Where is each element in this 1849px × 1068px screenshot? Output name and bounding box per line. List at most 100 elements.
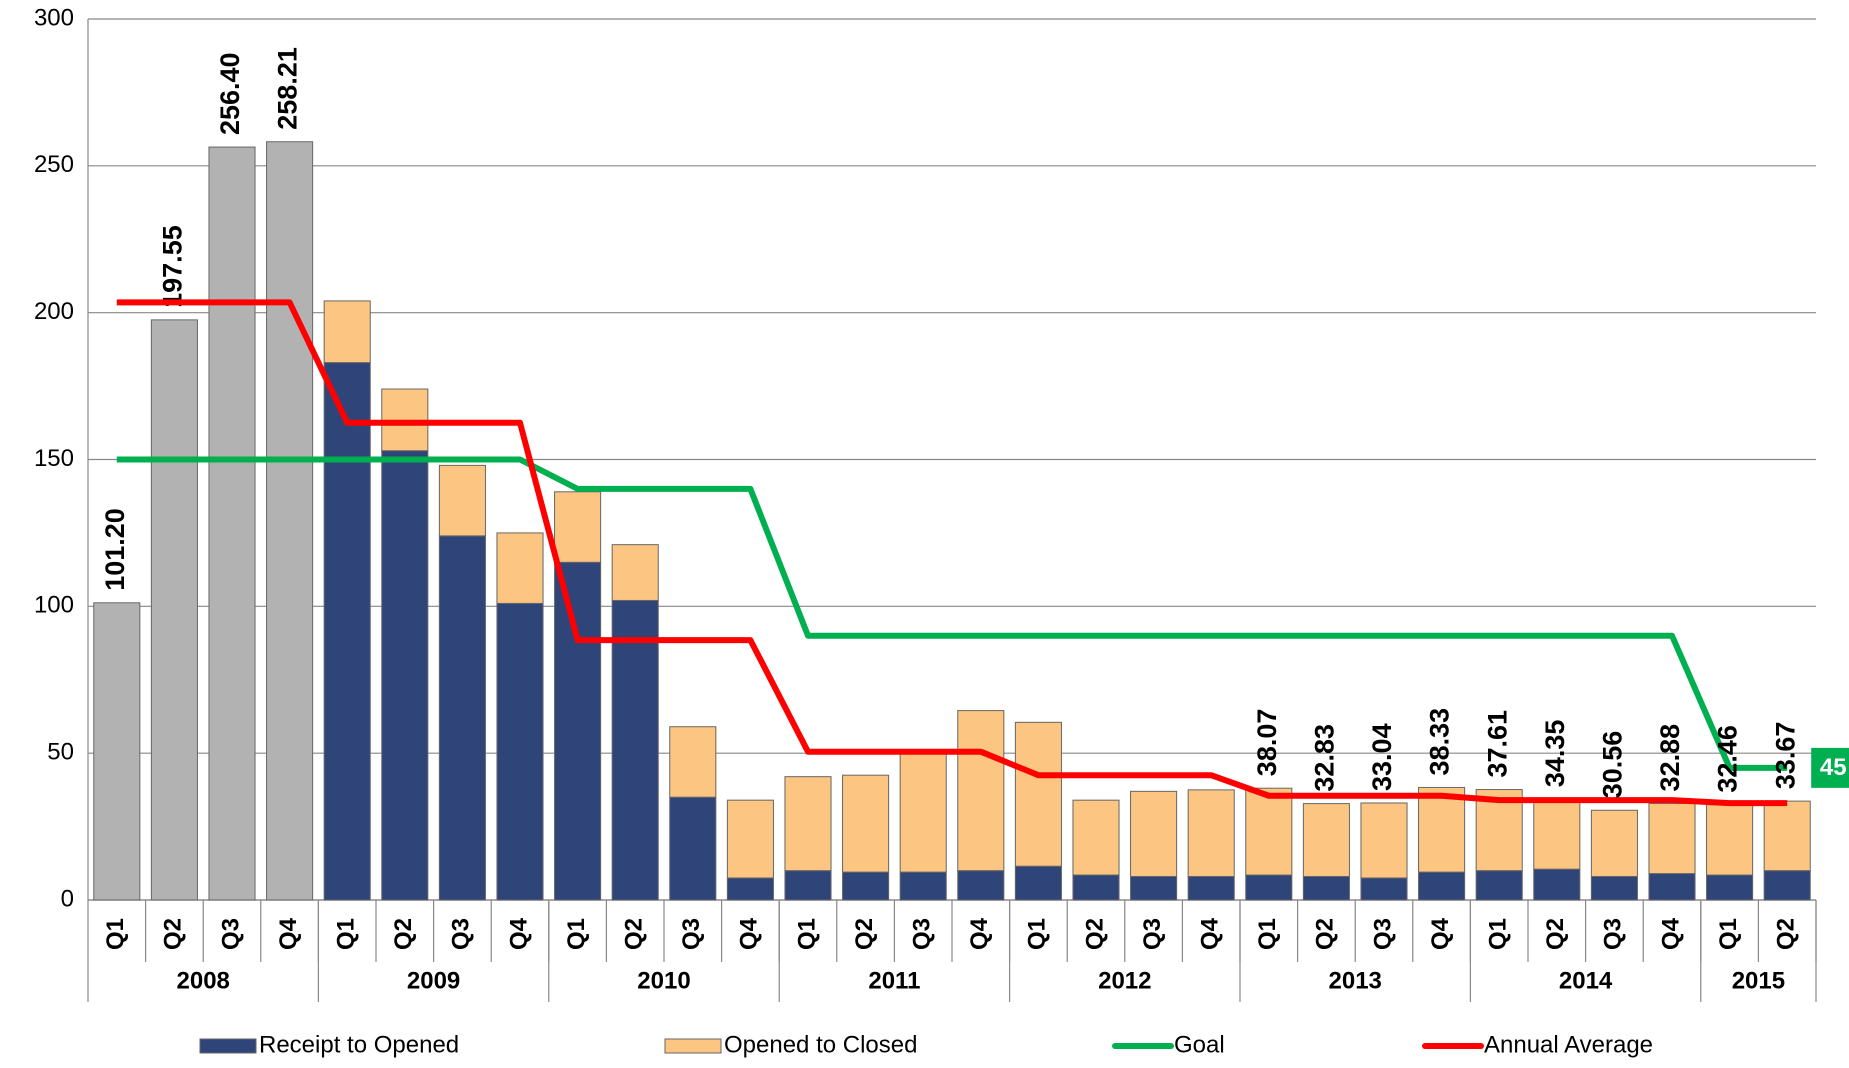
year-label: 2011 xyxy=(868,967,920,994)
total-label: 38.33 xyxy=(1425,708,1455,776)
bar xyxy=(842,871,890,901)
legend-label: Opened to Closed xyxy=(724,1031,917,1058)
bar xyxy=(784,776,832,872)
x-tick-label: Q4 xyxy=(1657,917,1684,950)
x-tick-label: Q4 xyxy=(966,917,993,950)
year-label: 2012 xyxy=(1098,967,1151,994)
x-tick-label: Q3 xyxy=(1369,918,1396,950)
bar xyxy=(1763,870,1811,901)
x-tick-label: Q4 xyxy=(1427,917,1454,950)
year-label: 2014 xyxy=(1559,967,1613,994)
year-label: 2013 xyxy=(1329,967,1382,994)
bar xyxy=(957,870,1005,901)
total-label: 38.07 xyxy=(1252,709,1282,777)
bar xyxy=(1590,809,1638,878)
bar xyxy=(1245,874,1293,901)
x-tick-label: Q3 xyxy=(678,918,705,950)
y-tick-label: 100 xyxy=(34,592,74,619)
total-label: 33.04 xyxy=(1367,723,1397,791)
legend-swatch xyxy=(664,1038,722,1054)
x-tick-label: Q1 xyxy=(793,918,820,950)
bar xyxy=(1302,876,1350,901)
x-tick-label: Q2 xyxy=(621,918,648,950)
y-tick-label: 50 xyxy=(47,739,74,766)
line xyxy=(116,299,1788,807)
x-tick-label: Q2 xyxy=(1312,918,1339,950)
x-tick-label: Q1 xyxy=(102,918,129,950)
x-tick-label: Q4 xyxy=(505,917,532,950)
data-label: 101.20 xyxy=(100,508,130,591)
x-tick-label: Q1 xyxy=(563,918,590,950)
bar xyxy=(1706,804,1754,876)
x-tick-label: Q2 xyxy=(1542,918,1569,950)
bar xyxy=(554,491,602,563)
legend-swatch xyxy=(199,1038,257,1054)
goal-label: 45 xyxy=(1820,754,1847,781)
x-tick-label: Q2 xyxy=(1081,918,1108,950)
bar xyxy=(957,710,1005,872)
bar xyxy=(611,544,659,601)
bar xyxy=(266,141,314,901)
bar xyxy=(1360,802,1408,879)
bar xyxy=(1302,803,1350,878)
bar xyxy=(1130,790,1178,878)
bar xyxy=(1590,876,1638,901)
x-tick-label: Q1 xyxy=(1715,918,1742,950)
year-label: 2010 xyxy=(637,967,690,994)
bar xyxy=(93,602,141,901)
bar xyxy=(1648,802,1696,875)
total-label: 30.56 xyxy=(1598,731,1628,799)
x-tick-label: Q3 xyxy=(1139,918,1166,950)
bar xyxy=(726,799,774,879)
bar xyxy=(1475,870,1523,901)
x-tick-label: Q3 xyxy=(909,918,936,950)
x-tick-label: Q1 xyxy=(1485,918,1512,950)
bar xyxy=(496,532,544,604)
bar xyxy=(1763,800,1811,872)
y-tick-label: 200 xyxy=(34,298,74,325)
x-tick-label: Q1 xyxy=(1254,918,1281,950)
total-label: 34.35 xyxy=(1540,720,1570,788)
bar xyxy=(1130,876,1178,901)
x-tick-label: Q1 xyxy=(1024,918,1051,950)
x-tick-label: Q2 xyxy=(851,918,878,950)
bar xyxy=(611,599,659,901)
y-tick-label: 150 xyxy=(34,445,74,472)
x-tick-label: Q4 xyxy=(736,917,763,950)
bar xyxy=(1014,721,1062,867)
bar xyxy=(1418,871,1466,901)
x-tick-label: Q3 xyxy=(217,918,244,950)
data-label: 258.21 xyxy=(273,47,303,130)
legend-label: Receipt to Opened xyxy=(259,1031,459,1058)
bar xyxy=(208,146,256,901)
x-tick-label: Q3 xyxy=(448,918,475,950)
bar xyxy=(1533,868,1581,901)
line xyxy=(116,456,1788,771)
legend-label: Goal xyxy=(1174,1031,1225,1058)
year-label: 2008 xyxy=(177,967,230,994)
bar xyxy=(150,319,198,901)
bar xyxy=(669,726,717,798)
x-tick-label: Q4 xyxy=(275,917,302,950)
year-label: 2015 xyxy=(1732,967,1785,994)
bar xyxy=(1245,787,1293,876)
y-tick-label: 0 xyxy=(61,885,74,912)
y-tick-label: 250 xyxy=(34,151,74,178)
bar xyxy=(1533,798,1581,870)
bar xyxy=(381,450,429,901)
bar xyxy=(323,362,371,901)
bar xyxy=(438,464,486,537)
bar xyxy=(669,796,717,901)
data-label: 256.40 xyxy=(215,52,245,135)
bar xyxy=(323,300,371,364)
total-label: 32.83 xyxy=(1310,724,1340,792)
total-label: 37.61 xyxy=(1482,710,1512,778)
goal-label-box xyxy=(1811,747,1849,788)
legend-label: Annual Average xyxy=(1484,1031,1653,1058)
bar xyxy=(842,774,890,873)
bar xyxy=(1706,874,1754,901)
x-tick-label: Q4 xyxy=(1197,917,1224,950)
bar xyxy=(1187,876,1235,901)
bar xyxy=(554,561,602,901)
